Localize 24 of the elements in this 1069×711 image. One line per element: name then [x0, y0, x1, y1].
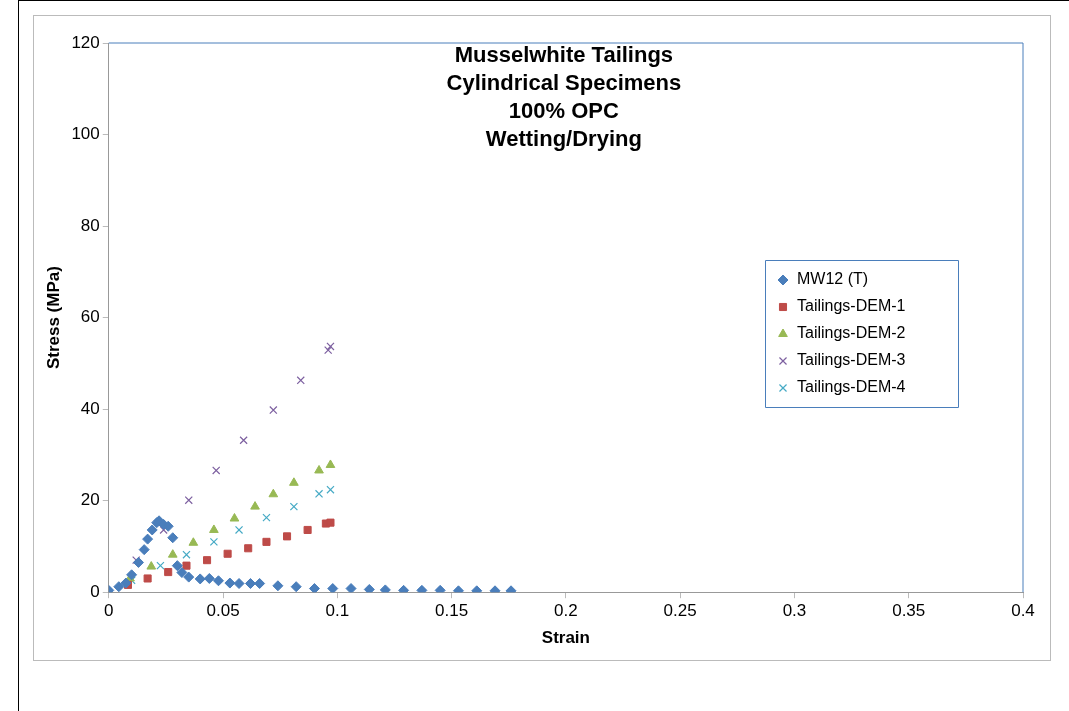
y-tick-label: 80 — [80, 215, 100, 235]
y-tick-label: 20 — [80, 490, 100, 510]
y-tick-label: 120 — [71, 32, 100, 52]
x-tick-label: 0 — [104, 601, 114, 621]
y-tick-label: 40 — [80, 398, 100, 418]
x-tick-label: 0.25 — [663, 601, 697, 621]
y-tick-label: 100 — [71, 124, 100, 144]
y-axis-title: Stress (MPa) — [43, 266, 63, 370]
x-tick-label: 0.15 — [435, 601, 469, 621]
x-axis-title: Strain — [541, 628, 590, 648]
x-tick-label: 0.05 — [206, 601, 240, 621]
y-tick-label: 60 — [80, 307, 100, 327]
legend-label: MW12 (T) — [797, 270, 869, 288]
legend-label: Tailings-DEM-3 — [797, 351, 906, 369]
x-tick-label: 0.2 — [554, 601, 578, 621]
legend-label: Tailings-DEM-2 — [797, 324, 906, 342]
text: Musselwhite Tailings Cylindrical Specimens 100% OPC Wetting/Drying — [446, 42, 682, 152]
legend-label: Tailings-DEM-4 — [797, 378, 906, 396]
legend-label: Tailings-DEM-1 — [797, 297, 906, 315]
x-tick-label: 0.1 — [325, 601, 350, 621]
y-tick-label: 0 — [90, 581, 100, 601]
x-tick-label: 0.4 — [1011, 601, 1035, 621]
x-tick-label: 0.3 — [782, 601, 807, 621]
x-tick-label: 0.35 — [892, 601, 926, 621]
